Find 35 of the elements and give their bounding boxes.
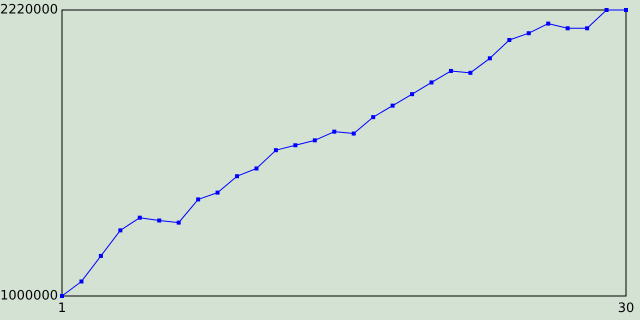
x-tick-label: 1 [58, 301, 66, 316]
point [138, 216, 142, 220]
point [118, 228, 122, 232]
point [235, 174, 240, 178]
point [604, 8, 609, 12]
point [507, 38, 512, 42]
point [352, 132, 356, 136]
point [526, 31, 531, 36]
point [176, 220, 181, 225]
point [371, 115, 376, 120]
point [488, 56, 492, 60]
line-series [60, 8, 628, 298]
point [60, 294, 64, 298]
point [390, 104, 395, 108]
point [157, 218, 162, 223]
point [98, 254, 103, 258]
point [312, 138, 317, 142]
point [430, 80, 434, 84]
point [254, 166, 258, 170]
point [624, 8, 628, 12]
point [546, 22, 550, 26]
point [274, 148, 278, 152]
point [293, 143, 298, 148]
point [585, 26, 590, 30]
point [196, 197, 200, 202]
point [468, 70, 472, 75]
point [566, 26, 570, 30]
point [79, 279, 84, 284]
point [332, 130, 336, 134]
y-tick-label: 2220000 [0, 2, 58, 18]
x-tick-label: 30 [618, 301, 634, 316]
point [216, 190, 220, 195]
y-tick-label: 1000000 [0, 288, 58, 304]
point [448, 68, 453, 73]
point [410, 92, 414, 96]
